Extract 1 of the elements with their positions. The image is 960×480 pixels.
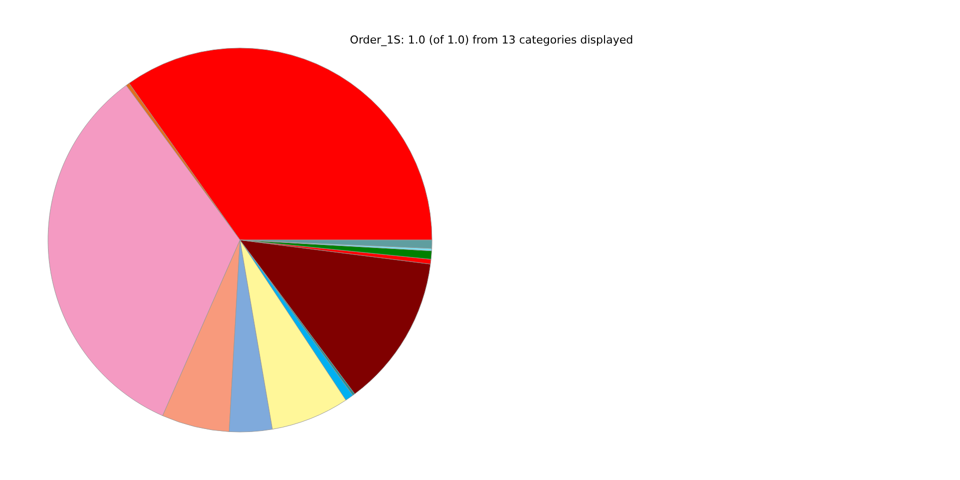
- text: Order_1S: 1.0 (of 1.0) from 13 categories displayed: [350, 34, 634, 47]
